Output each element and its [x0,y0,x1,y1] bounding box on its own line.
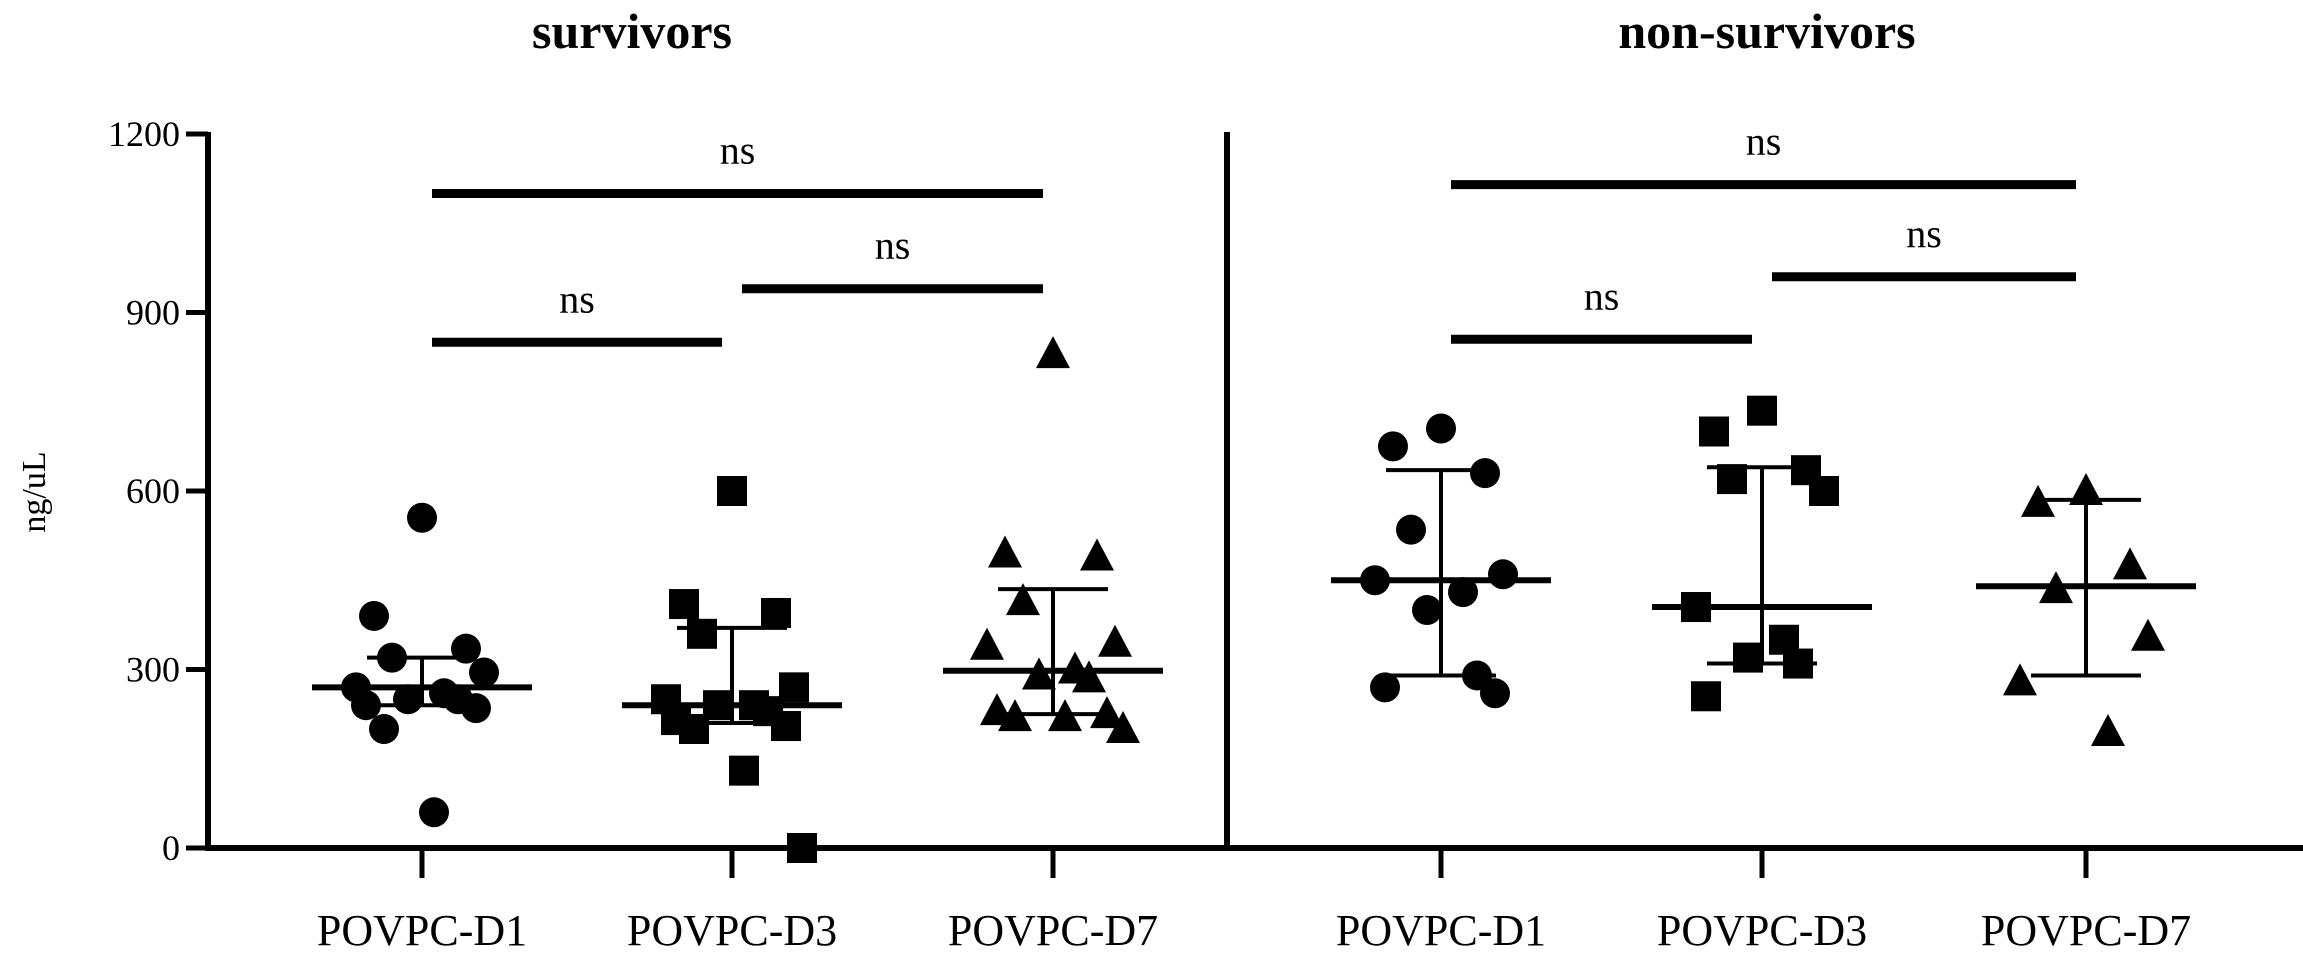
data-point [469,657,499,688]
data-point [1412,595,1442,625]
data-point [1072,660,1106,693]
data-point [669,589,699,620]
data-point [1098,624,1132,657]
series-group [1331,413,1551,709]
data-point [717,476,747,506]
series-group [1652,395,1872,712]
x-category-label: POVPC-D7 [948,906,1158,953]
series-group [1976,473,2196,746]
significance-label: ns [720,128,756,173]
data-point [2091,713,2125,746]
x-category-label: POVPC-D3 [627,906,837,953]
data-point [1036,336,1070,369]
data-point [687,618,717,649]
y-axis-label: ng/uL [16,451,53,532]
data-point [359,600,389,631]
data-point [419,797,449,828]
data-point [1747,395,1777,426]
data-point [1480,678,1510,709]
data-point [351,690,381,721]
panel-title: non-survivors [1618,3,1915,59]
series-group [943,336,1163,743]
significance-label: ns [1746,119,1782,164]
y-tick-label: 900 [126,293,180,333]
y-tick-label: 600 [126,471,180,511]
data-point [1370,672,1400,703]
data-point [2131,618,2165,651]
data-point [1733,642,1763,673]
y-tick-label: 300 [126,650,180,690]
data-point [1488,559,1518,590]
data-point [761,597,791,628]
data-point [787,833,817,863]
series-group [312,502,532,828]
x-category-label: POVPC-D1 [1336,906,1546,953]
data-point [1426,413,1456,444]
data-point [1396,514,1426,545]
significance-label: ns [875,223,911,268]
significance-label: ns [1906,211,1942,256]
data-point [1080,538,1114,571]
data-point [369,714,399,744]
data-point [779,672,809,703]
panel-title: survivors [532,3,732,59]
data-point [1699,416,1729,447]
series-group [622,476,842,863]
data-point [1378,431,1408,462]
data-point [2113,547,2147,580]
data-point [1106,711,1140,743]
x-category-label: POVPC-D7 [1981,906,2191,953]
data-point [679,714,709,744]
x-category-label: POVPC-D1 [317,906,527,953]
data-point [1691,681,1721,712]
data-point [1448,577,1478,608]
data-point [1470,458,1500,489]
data-point [729,755,759,786]
data-point [2069,473,2103,505]
data-point [461,693,491,724]
significance-label: ns [1584,273,1620,318]
significance-label: ns [559,276,595,321]
x-category-label: POVPC-D3 [1657,906,1867,953]
data-point [1809,476,1839,506]
data-point [988,535,1022,568]
axes: 0 300 600 900 1200 survivors POVPC-D1 POVPC-D3 P… [108,3,2303,953]
data-point [771,711,801,742]
data-point [2003,663,2037,696]
data-point [970,627,1004,660]
y-tick-label: 0 [162,828,180,868]
chart-marks: ns ns ns ns ns ns [312,119,2196,863]
data-point [407,502,437,533]
data-point [1006,583,1040,616]
y-tick-label: 1200 [108,114,180,154]
